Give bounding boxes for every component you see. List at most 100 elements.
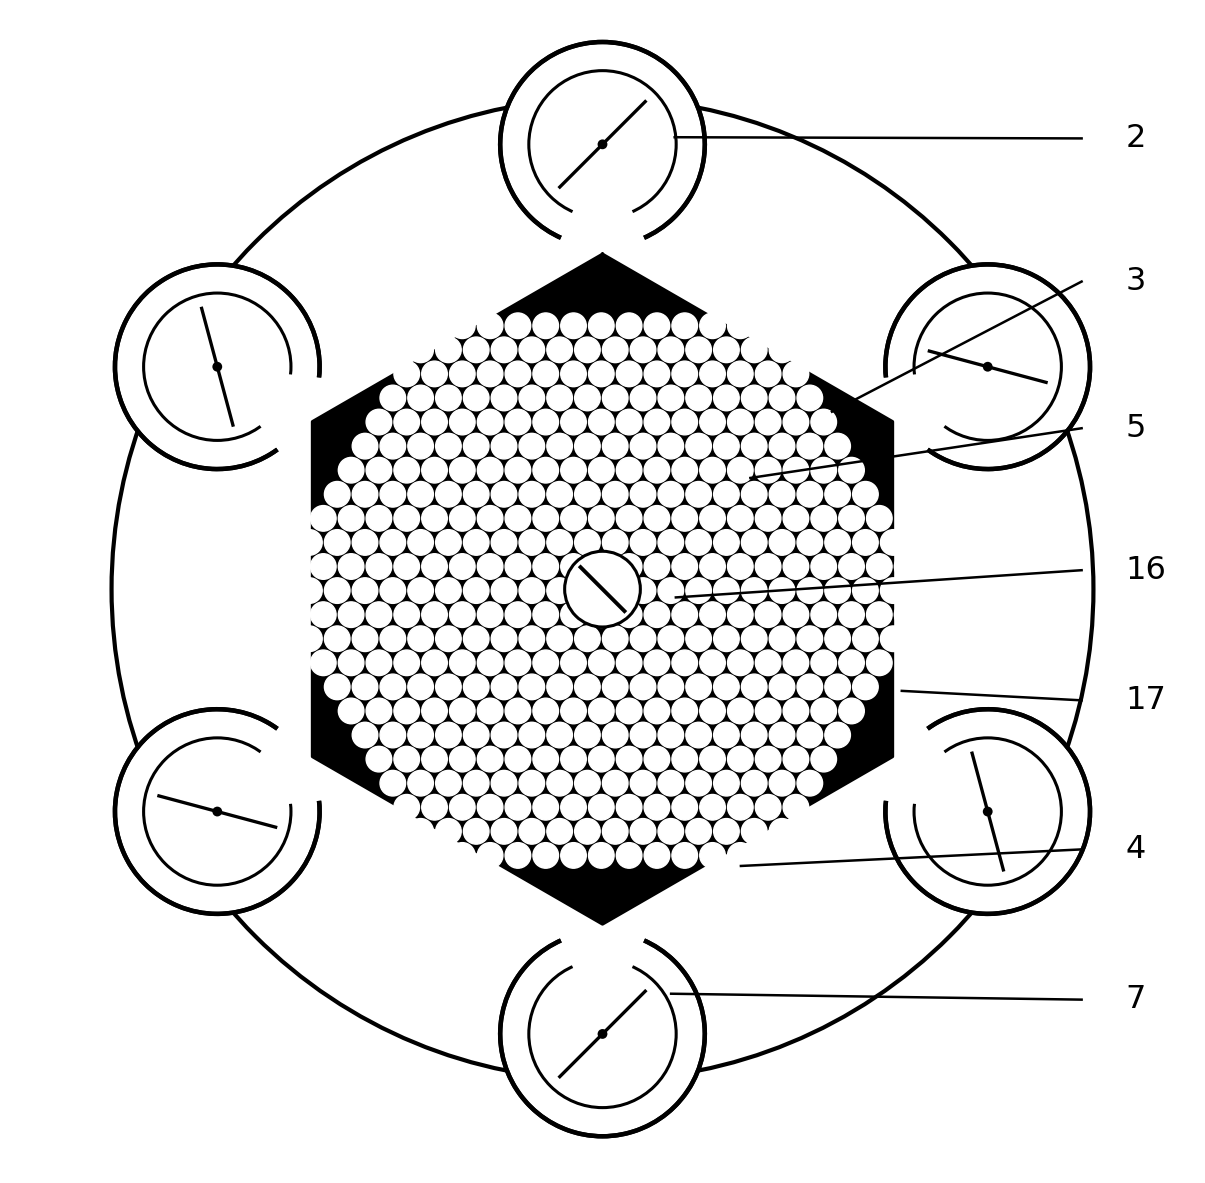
Circle shape	[686, 530, 711, 555]
Circle shape	[866, 554, 892, 580]
Circle shape	[449, 361, 475, 387]
Circle shape	[630, 819, 656, 845]
Circle shape	[492, 337, 517, 363]
Circle shape	[533, 602, 558, 627]
Circle shape	[394, 458, 419, 483]
Circle shape	[741, 674, 768, 699]
Circle shape	[700, 409, 725, 435]
Circle shape	[616, 698, 642, 724]
Circle shape	[598, 140, 607, 149]
Circle shape	[407, 386, 434, 411]
Circle shape	[449, 458, 475, 483]
Circle shape	[339, 602, 364, 627]
Circle shape	[853, 626, 878, 652]
Circle shape	[672, 602, 698, 627]
Circle shape	[380, 626, 406, 652]
Circle shape	[658, 433, 683, 459]
Circle shape	[560, 554, 587, 580]
Circle shape	[547, 386, 572, 411]
Circle shape	[477, 313, 502, 338]
Circle shape	[825, 626, 851, 652]
Circle shape	[756, 649, 781, 675]
Circle shape	[756, 795, 781, 820]
Circle shape	[811, 505, 836, 531]
Circle shape	[686, 577, 711, 603]
Circle shape	[492, 723, 517, 748]
Circle shape	[575, 481, 600, 508]
Circle shape	[422, 505, 447, 531]
Circle shape	[658, 723, 683, 748]
Circle shape	[741, 481, 768, 508]
Circle shape	[645, 313, 670, 338]
Circle shape	[602, 819, 628, 845]
Circle shape	[783, 554, 809, 580]
Circle shape	[464, 530, 489, 555]
Circle shape	[464, 433, 489, 459]
Circle shape	[602, 577, 628, 603]
Circle shape	[533, 458, 558, 483]
Circle shape	[560, 361, 587, 387]
Circle shape	[366, 698, 392, 724]
Circle shape	[769, 674, 795, 699]
Circle shape	[394, 698, 419, 724]
Circle shape	[769, 723, 795, 748]
Circle shape	[477, 554, 502, 580]
Circle shape	[769, 337, 795, 363]
Circle shape	[394, 649, 419, 675]
Circle shape	[811, 409, 836, 435]
Circle shape	[547, 481, 572, 508]
Circle shape	[588, 361, 615, 387]
Circle shape	[283, 554, 308, 580]
Circle shape	[886, 710, 1091, 914]
Circle shape	[407, 819, 434, 845]
Circle shape	[602, 433, 628, 459]
Circle shape	[519, 481, 545, 508]
Circle shape	[825, 674, 851, 699]
Circle shape	[449, 746, 475, 771]
Circle shape	[394, 795, 419, 820]
Circle shape	[866, 505, 892, 531]
Circle shape	[797, 386, 823, 411]
Circle shape	[464, 337, 489, 363]
Circle shape	[700, 505, 725, 531]
Circle shape	[519, 819, 545, 845]
Circle shape	[713, 433, 739, 459]
Circle shape	[658, 386, 683, 411]
Circle shape	[672, 409, 698, 435]
Circle shape	[422, 313, 447, 338]
Circle shape	[492, 530, 517, 555]
Circle shape	[477, 505, 502, 531]
Circle shape	[658, 337, 683, 363]
Circle shape	[797, 530, 823, 555]
Circle shape	[686, 386, 711, 411]
Circle shape	[394, 361, 419, 387]
Wedge shape	[881, 725, 952, 806]
Circle shape	[477, 795, 502, 820]
Circle shape	[588, 505, 615, 531]
Circle shape	[797, 674, 823, 699]
Circle shape	[602, 723, 628, 748]
Circle shape	[533, 795, 558, 820]
Circle shape	[741, 433, 768, 459]
Circle shape	[112, 98, 1093, 1080]
Circle shape	[533, 649, 558, 675]
Circle shape	[407, 577, 434, 603]
Circle shape	[533, 361, 558, 387]
Circle shape	[588, 649, 615, 675]
Circle shape	[756, 602, 781, 627]
Circle shape	[380, 577, 406, 603]
Circle shape	[339, 649, 364, 675]
Circle shape	[436, 723, 462, 748]
Circle shape	[588, 554, 615, 580]
Circle shape	[811, 458, 836, 483]
Circle shape	[533, 746, 558, 771]
Circle shape	[560, 409, 587, 435]
Circle shape	[519, 577, 545, 603]
Circle shape	[881, 577, 906, 603]
Circle shape	[713, 386, 739, 411]
Circle shape	[602, 386, 628, 411]
Circle shape	[533, 554, 558, 580]
Circle shape	[783, 458, 809, 483]
Circle shape	[380, 386, 406, 411]
Circle shape	[436, 337, 462, 363]
